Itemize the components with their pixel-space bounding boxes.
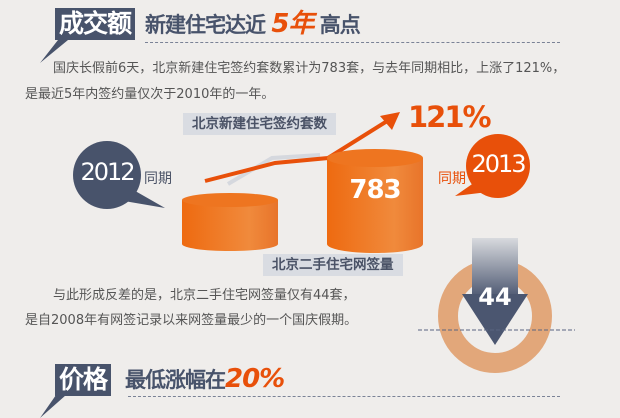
section-title: 新建住宅达近 5年 高点 <box>145 8 361 41</box>
same-period-label: 同期 <box>438 171 466 187</box>
title-text: 最低涨幅在 <box>125 368 226 392</box>
chart-label-new-homes: 北京新建住宅签约套数 <box>183 113 336 135</box>
title-highlight: 20% <box>225 364 285 394</box>
value-783: 783 <box>349 175 401 205</box>
title-highlight: 5年 <box>271 9 314 39</box>
paragraph-line: 国庆长假前6天，北京新建住宅签约套数累计为783套，与去年同期相比，上涨了121… <box>53 61 566 76</box>
bubble-2013 <box>455 134 530 198</box>
bubble-2012 <box>73 141 165 209</box>
title-end: 高点 <box>319 13 361 37</box>
value-44: 44 <box>478 283 512 311</box>
same-period-label: 同期 <box>144 171 172 187</box>
trend-arrow-line <box>204 116 394 183</box>
year-2012: 2012 <box>80 158 135 186</box>
growth-value: 121% <box>408 100 492 134</box>
trend-shadow-line <box>226 153 321 186</box>
down-arrow-icon <box>462 238 528 345</box>
section-tag-turnover: 成交额 <box>55 8 136 40</box>
cylinder-2012 <box>182 193 278 251</box>
section-title: 最低涨幅在20% <box>125 363 285 396</box>
title-text: 新建住宅达近 <box>145 13 266 37</box>
trend-arrowhead <box>380 112 400 130</box>
section-tag-price: 价格 <box>55 364 112 396</box>
divider <box>128 396 560 397</box>
paragraph-line: 是自2008年有网签记录以来网签量最少的一个国庆假期。 <box>25 313 358 328</box>
chart-label-resale: 北京二手住宅网签量 <box>263 254 403 276</box>
paragraph-line: 是最近5年内签约量仅次于2010年的一年。 <box>25 87 275 102</box>
divider <box>145 42 560 43</box>
paragraph-line: 与此形成反差的是，北京二手住宅网签量仅有44套， <box>53 288 356 303</box>
year-2013: 2013 <box>471 150 526 178</box>
cylinder-2013 <box>327 149 423 253</box>
